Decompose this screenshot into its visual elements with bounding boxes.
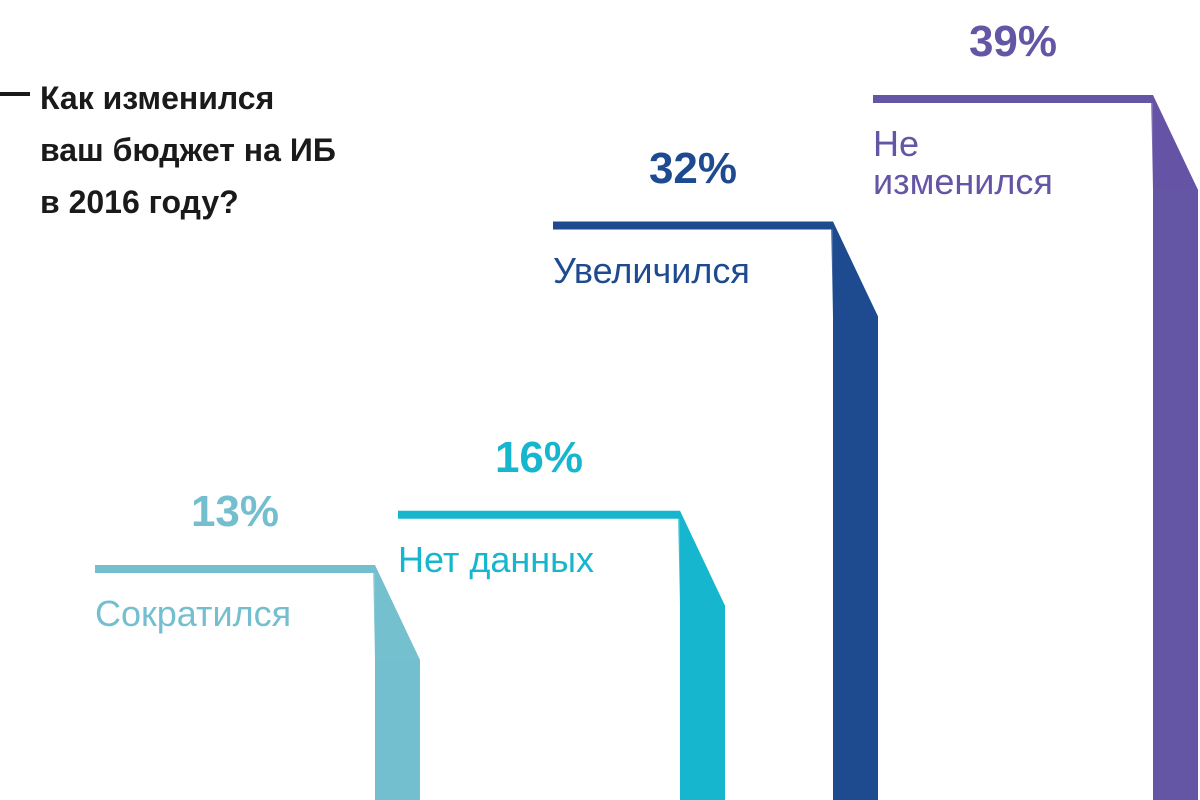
bar: [95, 565, 420, 800]
category-label: Нет данных: [398, 538, 594, 580]
category-label: Сократился: [95, 593, 292, 634]
title-dash: [0, 92, 30, 96]
value-label: 32%: [648, 143, 738, 193]
category-label: Увеличился: [553, 249, 750, 291]
bar-bevel: [373, 565, 420, 660]
category-label: Не изменился: [873, 123, 1053, 202]
bar-bevel: [831, 221, 878, 317]
bar-bevel: [1151, 95, 1198, 190]
value-label: 13%: [190, 487, 280, 536]
value-label: 39%: [968, 17, 1058, 66]
chart-title: Как изменился ваш бюджет на ИБ в 2016 го…: [40, 80, 336, 220]
value-label: 16%: [494, 432, 584, 482]
bar-bevel: [678, 510, 725, 606]
